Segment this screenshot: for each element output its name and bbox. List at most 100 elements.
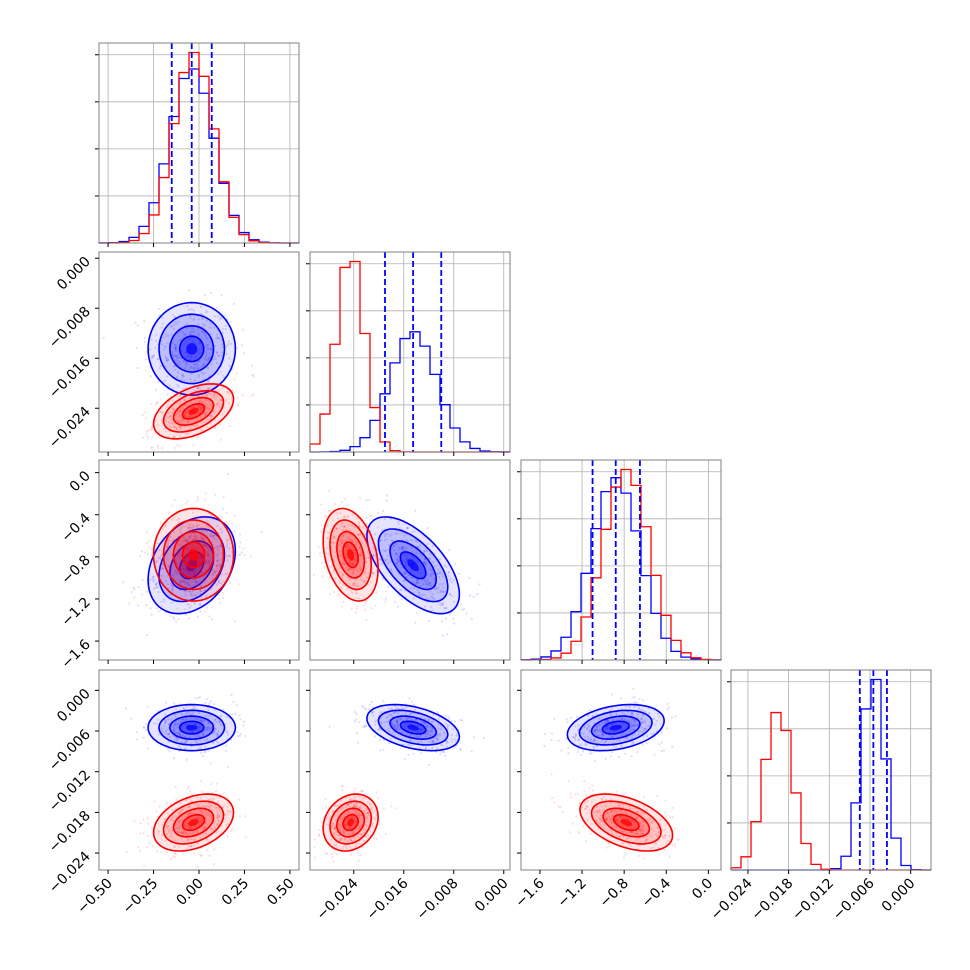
sample-point — [238, 798, 241, 801]
sample-point — [203, 560, 206, 563]
sample-point — [629, 735, 632, 738]
sample-point — [198, 738, 202, 742]
sample-point — [619, 735, 622, 738]
sample-point — [347, 840, 350, 843]
sample-point — [630, 755, 633, 758]
sample-point — [413, 530, 416, 533]
sample-point — [406, 718, 409, 721]
sample-point — [366, 814, 369, 818]
sample-point — [163, 537, 166, 540]
sample-point — [164, 332, 167, 335]
sample-point — [642, 713, 645, 716]
sample-point — [198, 817, 201, 820]
sample-point — [354, 845, 357, 849]
sample-point — [432, 739, 435, 742]
sample-point — [352, 582, 355, 585]
sample-point — [196, 817, 200, 820]
sample-point — [610, 723, 614, 727]
sample-point — [333, 535, 336, 538]
sample-point — [184, 568, 187, 571]
sample-point — [338, 566, 341, 570]
sample-point — [196, 734, 199, 738]
sample-point — [343, 498, 346, 501]
sample-point — [200, 595, 203, 599]
sample-point — [631, 740, 635, 744]
sample-point — [205, 831, 208, 835]
sample-point — [403, 534, 406, 537]
sample-point — [185, 567, 189, 571]
sample-point — [214, 789, 218, 792]
sample-point — [641, 743, 644, 746]
sample-point — [206, 555, 209, 558]
sample-point — [188, 559, 191, 562]
sample-point — [380, 561, 384, 564]
sample-point — [181, 563, 184, 566]
sample-point — [674, 827, 677, 830]
sample-point — [398, 527, 401, 530]
sample-point — [157, 430, 161, 434]
sample-point — [341, 583, 345, 586]
sample-point — [160, 419, 164, 422]
sample-point — [177, 552, 180, 555]
sample-point — [213, 392, 216, 395]
sample-point — [641, 832, 644, 835]
sample-point — [367, 814, 371, 817]
sample-point — [199, 610, 202, 613]
sample-point — [307, 527, 309, 529]
sample-point — [210, 393, 213, 397]
sample-point — [209, 534, 212, 538]
sample-point — [188, 730, 191, 733]
sample-point — [160, 851, 163, 854]
sample-point — [194, 536, 197, 540]
sample-point — [362, 832, 365, 835]
sample-point — [209, 548, 212, 552]
sample-point — [221, 327, 225, 330]
sample-point — [165, 335, 168, 338]
sample-point — [224, 328, 227, 331]
sample-point — [166, 583, 169, 586]
sample-point — [190, 716, 194, 719]
sample-point — [432, 713, 435, 716]
sample-point — [395, 562, 399, 566]
sample-point — [633, 721, 636, 724]
sample-point — [428, 718, 431, 722]
sample-point — [178, 845, 181, 848]
sample-point — [182, 375, 185, 378]
sample-point — [218, 566, 221, 569]
sample-point — [175, 562, 178, 565]
sample-point — [656, 826, 659, 829]
sample-point — [604, 726, 607, 729]
sample-point — [390, 715, 394, 718]
sample-point — [668, 855, 671, 859]
sample-point — [201, 537, 204, 540]
sample-point — [188, 416, 191, 419]
sample-point — [329, 815, 332, 818]
sample-point — [203, 719, 206, 722]
sample-point — [330, 546, 333, 549]
contour-line — [178, 720, 205, 735]
sample-point — [201, 322, 205, 326]
sample-point — [598, 728, 601, 731]
sample-point — [427, 763, 430, 767]
sample-point — [215, 564, 218, 568]
sample-point — [332, 568, 335, 572]
density-shade — [609, 724, 622, 731]
sample-point — [375, 813, 378, 816]
sample-point — [595, 713, 598, 716]
sample-point — [188, 590, 191, 593]
sample-point — [198, 712, 201, 715]
sample-point — [215, 396, 218, 399]
sample-point — [327, 553, 330, 557]
sample-point — [606, 736, 610, 739]
sample-point — [340, 817, 344, 820]
sample-point — [169, 614, 172, 618]
sample-point — [640, 720, 643, 723]
sample-point — [210, 817, 213, 821]
sample-point — [353, 720, 356, 723]
sample-point — [380, 571, 384, 575]
sample-point — [405, 557, 408, 560]
sample-point — [143, 864, 146, 867]
sample-point — [344, 556, 347, 559]
sample-point — [344, 545, 347, 548]
sample-point — [225, 823, 228, 827]
